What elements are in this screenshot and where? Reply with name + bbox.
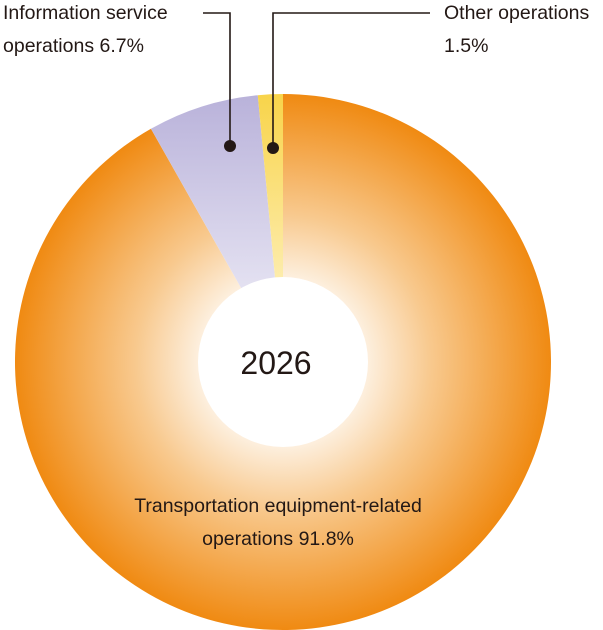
leader-line-other <box>272 12 430 148</box>
leader-line-info <box>203 12 231 146</box>
label-other-line2: 1.5% <box>444 35 488 57</box>
center-label: 2026 <box>240 345 311 381</box>
label-info-line1: Information service <box>3 2 168 24</box>
leader-dot-other <box>267 142 279 154</box>
donut-hole <box>198 277 368 447</box>
label-transport-line1: Transportation equipment-related <box>134 495 422 517</box>
leader-dot-info <box>224 140 236 152</box>
label-other-line1: Other operations <box>444 2 590 24</box>
label-transport-line2: operations 91.8% <box>202 528 354 550</box>
label-info-line2: operations 6.7% <box>3 35 144 57</box>
